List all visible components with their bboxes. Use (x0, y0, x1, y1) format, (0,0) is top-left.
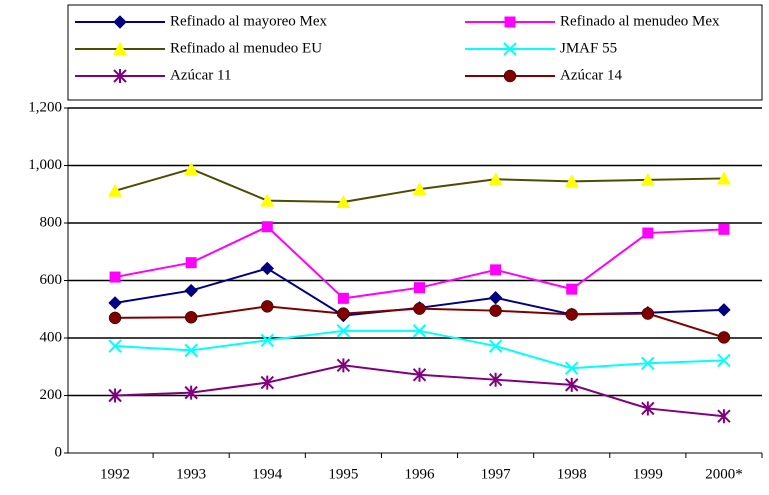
x-tick-label: 1993 (176, 466, 206, 482)
marker (108, 311, 122, 325)
marker (717, 409, 731, 424)
marker (260, 333, 274, 348)
y-tick-label: 1,200 (28, 99, 62, 115)
marker (184, 283, 198, 298)
x-tick-label: 2000* (705, 466, 743, 482)
legend-label: Refinado al mayoreo Mex (170, 13, 328, 29)
y-tick-label: 1,000 (28, 157, 62, 173)
marker (108, 339, 122, 353)
legend-label: Azúcar 14 (560, 67, 623, 83)
marker (113, 15, 127, 29)
marker (337, 307, 350, 320)
marker (504, 16, 516, 28)
marker (336, 358, 351, 373)
marker (641, 307, 655, 320)
marker (336, 195, 351, 209)
x-tick-label: 1997 (481, 466, 512, 482)
marker (488, 372, 503, 387)
marker (184, 311, 198, 324)
x-tick-label: 1992 (100, 466, 130, 482)
y-tick-label: 400 (40, 329, 63, 345)
marker (108, 296, 122, 310)
x-tick-label: 1995 (328, 466, 358, 482)
marker (565, 308, 578, 321)
marker (260, 193, 275, 207)
marker (566, 283, 578, 295)
marker (642, 227, 654, 239)
x-tick-label: 1994 (252, 466, 283, 482)
marker (260, 261, 274, 276)
marker (261, 221, 273, 233)
marker (565, 361, 579, 375)
y-tick-label: 200 (40, 387, 63, 403)
marker (488, 291, 503, 305)
marker (413, 302, 426, 315)
legend-label: Azúcar 11 (170, 67, 232, 83)
marker (717, 303, 731, 317)
marker (641, 401, 655, 416)
marker (414, 282, 425, 294)
marker (109, 271, 121, 283)
marker (184, 343, 198, 358)
marker (641, 356, 655, 371)
marker (716, 171, 731, 185)
marker (185, 257, 197, 269)
marker (260, 375, 274, 390)
marker (108, 388, 122, 403)
legend-box (67, 4, 763, 101)
y-tick-label: 600 (40, 272, 63, 288)
x-tick-label: 1998 (557, 466, 587, 482)
marker (488, 339, 503, 353)
marker (336, 324, 351, 338)
marker (113, 69, 127, 83)
x-tick-label: 1999 (633, 466, 663, 482)
marker (565, 377, 579, 392)
y-tick-label: 0 (55, 444, 63, 460)
marker (412, 182, 427, 196)
marker (412, 367, 427, 382)
marker (718, 223, 730, 235)
marker (108, 183, 123, 197)
marker (113, 42, 127, 55)
marker (184, 161, 199, 175)
y-tick-label: 800 (40, 214, 63, 230)
legend-label: JMAF 55 (560, 40, 617, 56)
marker (503, 42, 517, 56)
legend-label: Refinado al menudeo Mex (560, 13, 720, 29)
marker (717, 331, 731, 344)
marker (490, 264, 502, 276)
marker (640, 172, 655, 186)
marker (261, 300, 274, 313)
legend-label: Refinado al menudeo EU (170, 40, 322, 56)
marker (503, 69, 517, 83)
x-tick-label: 1996 (405, 466, 436, 482)
marker (412, 324, 427, 338)
marker (489, 304, 502, 317)
series-line (114, 329, 724, 370)
marker (564, 174, 579, 188)
marker (184, 385, 198, 400)
marker (717, 353, 731, 368)
marker (337, 292, 349, 304)
marker (488, 172, 503, 186)
